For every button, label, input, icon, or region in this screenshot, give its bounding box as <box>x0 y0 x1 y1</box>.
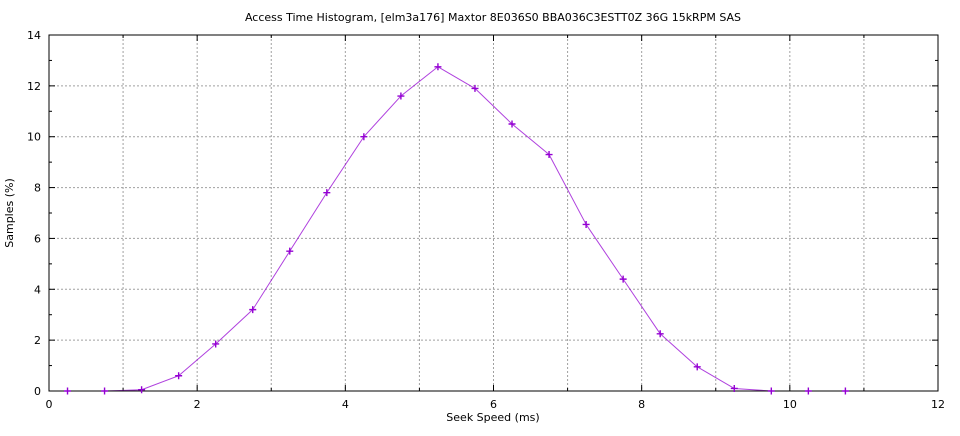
y-tick-label: 2 <box>34 334 41 347</box>
data-point-marker <box>841 387 849 395</box>
data-point-marker <box>434 63 442 71</box>
data-point-marker <box>249 306 257 314</box>
data-point-marker <box>508 120 516 128</box>
x-axis-label: Seek Speed (ms) <box>446 411 539 424</box>
data-point-marker <box>138 386 146 394</box>
data-point-marker <box>804 387 812 395</box>
data-point-marker <box>101 387 109 395</box>
x-tick-label: 0 <box>46 398 53 411</box>
data-point-marker <box>212 340 220 348</box>
data-point-marker <box>767 387 775 395</box>
series-line-layer <box>67 66 846 392</box>
data-point-marker <box>175 372 183 380</box>
x-tick-label: 10 <box>783 398 797 411</box>
data-point-marker <box>730 384 738 392</box>
data-point-marker <box>619 275 627 283</box>
data-point-marker <box>360 133 368 141</box>
y-tick-label: 12 <box>27 80 41 93</box>
data-point-markers <box>64 63 849 395</box>
data-point-marker <box>656 330 664 338</box>
y-tick-label: 14 <box>27 29 41 42</box>
x-tick-label: 2 <box>194 398 201 411</box>
data-point-marker <box>693 363 701 371</box>
x-tick-label: 8 <box>638 398 645 411</box>
y-tick-label: 10 <box>27 131 41 144</box>
chart-title: Access Time Histogram, [elm3a176] Maxtor… <box>245 11 741 24</box>
data-point-marker <box>323 189 331 197</box>
data-point-marker <box>286 247 294 255</box>
grid-lines <box>49 35 938 391</box>
plot-border <box>48 34 939 392</box>
y-tick-label: 0 <box>34 385 41 398</box>
data-point-marker <box>471 84 479 92</box>
y-tick-label: 8 <box>34 182 41 195</box>
data-point-marker <box>582 220 590 228</box>
y-axis-label: Samples (%) <box>3 178 16 248</box>
x-tick-label: 12 <box>931 398 945 411</box>
x-tick-label: 6 <box>490 398 497 411</box>
y-tick-label: 6 <box>34 232 41 245</box>
series-line <box>67 66 846 392</box>
tick-labels: 0 2 4 6 8 10 12 0 2 4 6 8 10 12 14 <box>27 29 945 411</box>
data-point-marker <box>545 151 553 159</box>
x-tick-label: 4 <box>342 398 349 411</box>
data-point-marker <box>397 92 405 100</box>
y-tick-label: 4 <box>34 283 41 296</box>
data-point-marker <box>64 387 72 395</box>
